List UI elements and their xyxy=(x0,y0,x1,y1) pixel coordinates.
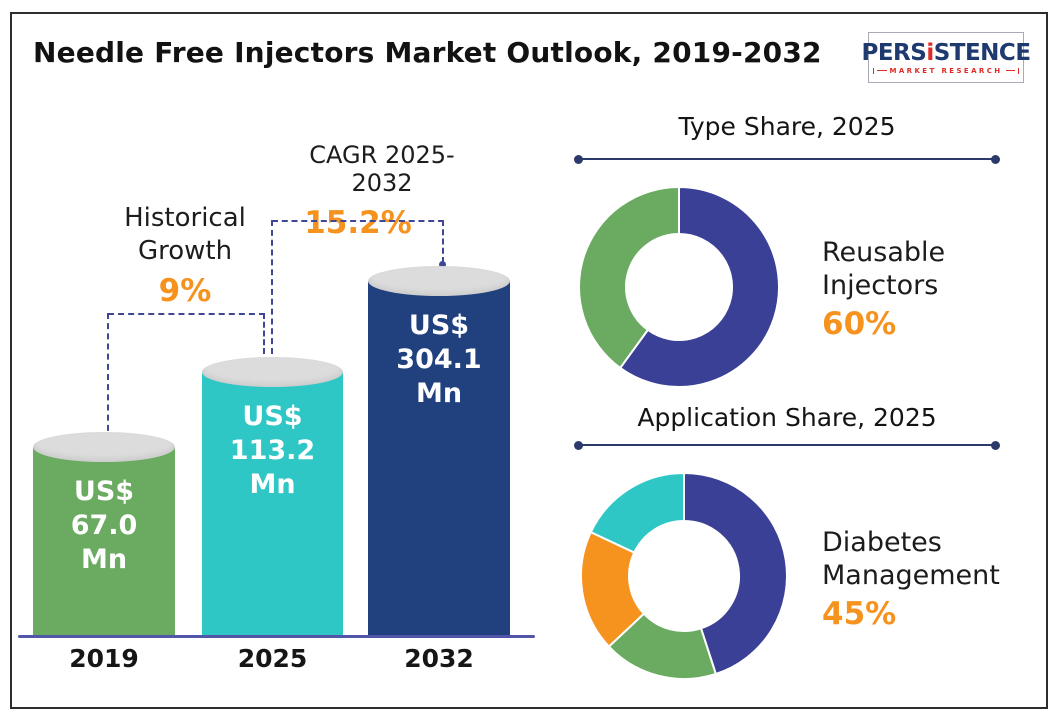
callout-line: Diabetes xyxy=(822,527,942,558)
bracket-historical-left-vertical xyxy=(107,313,109,441)
bar-top-ellipse xyxy=(202,357,343,387)
logo-line-right xyxy=(1005,70,1015,71)
bar-cylinder-2032 xyxy=(368,281,510,637)
bar-top-ellipse xyxy=(368,266,510,296)
bracket-cagr-left-vertical xyxy=(271,220,273,354)
callout-line: Management xyxy=(822,560,1000,591)
bar-cylinder-2025 xyxy=(202,372,343,637)
logo-subtitle: MARKET RESEARCH xyxy=(889,66,1003,75)
type-share-donut xyxy=(578,186,780,388)
callout-value: 60% xyxy=(822,306,897,342)
callout-line: Reusable xyxy=(822,237,946,268)
cagr-label: CAGR 2025-2032 xyxy=(309,141,455,197)
logo-subtitle-row: MARKET RESEARCH xyxy=(873,67,1019,75)
donut-segment xyxy=(589,472,685,554)
historical-growth-label-line2: Growth xyxy=(137,236,233,266)
application-share-divider xyxy=(574,440,1000,450)
x-axis-label-2025: 2025 xyxy=(237,644,308,673)
historical-growth-annotation: Historical Growth 9% xyxy=(85,202,285,309)
bar-cylinder-2019 xyxy=(33,447,175,637)
donut-segment xyxy=(619,186,780,388)
cagr-annotation: CAGR 2025-2032 15.2% xyxy=(281,141,483,241)
divider-end-dot xyxy=(574,154,583,164)
donut-segment xyxy=(683,472,788,675)
divider-end-dot xyxy=(574,440,583,450)
type-share-callout: Reusable Injectors 60% xyxy=(822,236,1032,342)
historical-growth-value: 9% xyxy=(158,273,212,309)
callout-value: 45% xyxy=(822,596,897,632)
canvas-border xyxy=(10,12,1048,709)
bar-value-label: US$ 113.2 Mn xyxy=(229,401,316,500)
bar-value-label: US$ 67.0 Mn xyxy=(70,476,138,575)
x-axis-label-2019: 2019 xyxy=(69,644,139,673)
logo-tick-left xyxy=(873,67,874,74)
logo-line-left xyxy=(877,70,887,71)
cagr-value: 15.2% xyxy=(304,205,412,241)
bracket-historical-horizontal xyxy=(108,313,265,315)
bracket-cagr-right-vertical xyxy=(442,220,444,263)
application-share-callout: Diabetes Management 45% xyxy=(822,526,1032,632)
logo-tick-right xyxy=(1018,67,1019,74)
historical-growth-label-line1: Historical xyxy=(124,203,246,233)
type-share-title: Type Share, 2025 xyxy=(678,112,896,141)
callout-line: Injectors xyxy=(822,270,939,301)
donut-segment xyxy=(578,186,680,369)
type-share-divider xyxy=(574,154,1000,164)
bracket-dot-2032 xyxy=(439,261,446,268)
bracket-cagr-horizontal xyxy=(272,220,444,222)
divider-end-dot xyxy=(991,154,1000,164)
x-axis-line xyxy=(18,635,535,638)
x-axis-label-2032: 2032 xyxy=(404,644,474,673)
divider-end-dot xyxy=(991,440,1000,450)
bar-top-ellipse xyxy=(33,432,175,462)
bracket-historical-right-vertical xyxy=(263,313,265,354)
page-title: Needle Free Injectors Market Outlook, 20… xyxy=(33,36,822,69)
logo-brand-text: PERSiSTENCE xyxy=(861,39,1031,66)
application-share-title: Application Share, 2025 xyxy=(637,403,937,432)
application-share-donut xyxy=(580,472,788,680)
company-logo: PERSiSTENCE MARKET RESEARCH xyxy=(861,32,1031,83)
bar-value-label: US$ 304.1 Mn xyxy=(396,310,482,409)
